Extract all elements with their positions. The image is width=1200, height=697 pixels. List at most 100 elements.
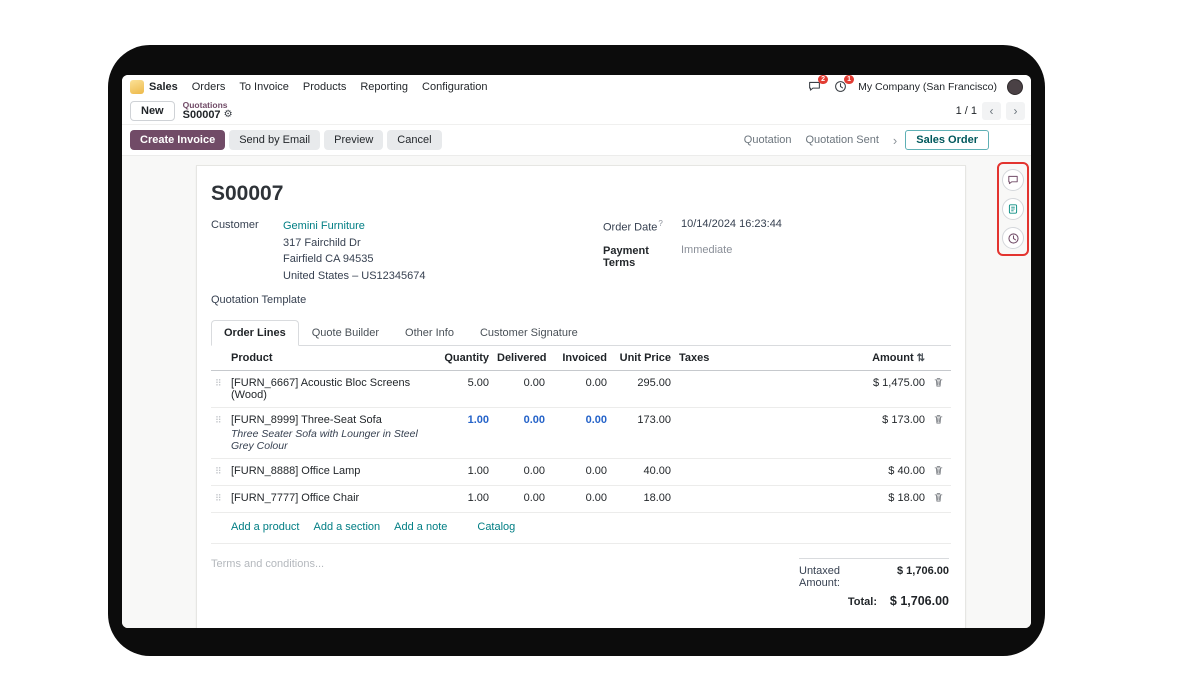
- tab-order-lines[interactable]: Order Lines: [211, 320, 299, 346]
- catalog-link[interactable]: Catalog: [477, 521, 516, 533]
- terms-and-conditions-input[interactable]: Terms and conditions...: [211, 558, 325, 570]
- order-line-row[interactable]: ⠿ [FURN_8888] Office Lamp 1.00 0.00 0.00…: [211, 458, 951, 486]
- taxes-cell[interactable]: [675, 370, 825, 408]
- amount-cell: $ 40.00: [825, 458, 929, 486]
- delivered-cell[interactable]: 0.00: [493, 458, 549, 486]
- order-line-row[interactable]: ⠿ [FURN_6667] Acoustic Bloc Screens (Woo…: [211, 370, 951, 408]
- notebook-tabs: Order Lines Quote Builder Other Info Cus…: [211, 320, 951, 346]
- tab-customer-signature[interactable]: Customer Signature: [479, 327, 578, 339]
- sheet-footer: Terms and conditions... Untaxed Amount: …: [211, 544, 951, 613]
- preview-button[interactable]: Preview: [324, 130, 384, 150]
- odoo-app-window: Sales Orders To Invoice Products Reporti…: [122, 75, 1031, 628]
- taxes-cell[interactable]: [675, 485, 825, 513]
- add-section-link[interactable]: Add a section: [313, 521, 381, 533]
- order-date-value[interactable]: 10/14/2024 16:23:44: [681, 218, 782, 230]
- quotation-template-label[interactable]: Quotation Template: [211, 294, 307, 306]
- invoiced-cell[interactable]: 0.00: [549, 485, 611, 513]
- unit-price-cell[interactable]: 40.00: [611, 458, 675, 486]
- log-note-button[interactable]: [1002, 198, 1024, 220]
- activities-button[interactable]: [1002, 227, 1024, 249]
- invoiced-cell[interactable]: 0.00: [549, 458, 611, 486]
- quantity-cell[interactable]: 5.00: [431, 370, 493, 408]
- order-line-row[interactable]: ⠿ [FURN_7777] Office Chair 1.00 0.00 0.0…: [211, 485, 951, 513]
- menu-reporting[interactable]: Reporting: [360, 80, 409, 93]
- status-sales-order[interactable]: Sales Order: [905, 130, 989, 150]
- optional-columns-icon[interactable]: ⇅: [916, 353, 925, 364]
- delete-line-icon[interactable]: [933, 377, 944, 388]
- create-invoice-button[interactable]: Create Invoice: [130, 130, 226, 150]
- product-cell[interactable]: [FURN_6667] Acoustic Bloc Screens (Wood): [227, 370, 431, 408]
- drag-handle-icon[interactable]: ⠿: [215, 415, 222, 425]
- record-pager: 1 / 1 ‹ ›: [956, 102, 1025, 120]
- content-area: S00007 Customer Gemini Furniture 317 Fai…: [122, 156, 1031, 628]
- clock-icon: [834, 81, 846, 92]
- order-line-row[interactable]: ⠿ [FURN_8999] Three-Seat Sofa Three Seat…: [211, 407, 951, 459]
- taxes-cell[interactable]: [675, 458, 825, 486]
- amount-cell: $ 173.00: [825, 407, 929, 459]
- menu-configuration[interactable]: Configuration: [422, 80, 488, 93]
- quantity-cell[interactable]: 1.00: [467, 414, 489, 426]
- activities-icon[interactable]: 1: [832, 75, 855, 95]
- status-pipeline: Quotation Quotation Sent › Sales Order: [744, 130, 1023, 150]
- quantity-cell[interactable]: 1.00: [431, 485, 493, 513]
- breadcrumb-bar: New Quotations S00007 ⚙ 1 / 1 ‹ ›: [122, 98, 1031, 125]
- unit-price-cell[interactable]: 18.00: [611, 485, 675, 513]
- cancel-button[interactable]: Cancel: [387, 130, 442, 150]
- delete-line-icon[interactable]: [933, 414, 944, 425]
- add-note-link[interactable]: Add a note: [394, 521, 448, 533]
- activities-badge: 1: [844, 75, 855, 84]
- invoiced-cell[interactable]: 0.00: [585, 414, 607, 426]
- unit-price-cell[interactable]: 295.00: [611, 370, 675, 408]
- delivered-cell[interactable]: 0.00: [523, 414, 545, 426]
- delivered-cell[interactable]: 0.00: [493, 485, 549, 513]
- delete-line-icon[interactable]: [933, 465, 944, 476]
- customer-address-line1: 317 Fairchild Dr: [283, 236, 361, 249]
- pager-count[interactable]: 1 / 1: [955, 105, 977, 117]
- drag-handle-icon[interactable]: ⠿: [215, 466, 222, 476]
- unit-price-cell[interactable]: 173.00: [611, 407, 675, 459]
- customer-link[interactable]: Gemini Furniture: [283, 220, 365, 232]
- sales-app-icon[interactable]: [130, 79, 144, 94]
- drag-handle-icon[interactable]: ⠿: [215, 493, 222, 503]
- payment-terms-value[interactable]: Immediate: [681, 243, 733, 256]
- topbar-right: 2 1 My Company (San Francisco): [806, 75, 1023, 95]
- add-product-link[interactable]: Add a product: [231, 521, 300, 533]
- invoiced-cell[interactable]: 0.00: [549, 370, 611, 408]
- drag-handle-icon[interactable]: ⠿: [215, 378, 222, 388]
- top-navbar: Sales Orders To Invoice Products Reporti…: [122, 75, 1031, 98]
- breadcrumb: Quotations S00007 ⚙: [182, 99, 233, 121]
- window-frame: Sales Orders To Invoice Products Reporti…: [108, 45, 1045, 656]
- new-button[interactable]: New: [130, 101, 175, 121]
- status-quotation-sent[interactable]: Quotation Sent: [805, 134, 879, 146]
- chat-bubble-icon: [808, 81, 820, 91]
- tab-other-info[interactable]: Other Info: [405, 327, 454, 339]
- breadcrumb-current: S00007: [182, 108, 221, 121]
- pager-next-icon[interactable]: ›: [1006, 102, 1025, 120]
- menu-orders[interactable]: Orders: [191, 80, 226, 93]
- status-quotation[interactable]: Quotation: [743, 134, 792, 146]
- company-switcher[interactable]: My Company (San Francisco): [858, 80, 997, 93]
- col-delivered: Delivered: [493, 346, 549, 371]
- delivered-cell[interactable]: 0.00: [493, 370, 549, 408]
- app-menu-sales[interactable]: Sales: [149, 80, 178, 93]
- delete-line-icon[interactable]: [933, 492, 944, 503]
- customer-address-line3: United States – US12345674: [283, 269, 426, 282]
- product-cell[interactable]: [FURN_8888] Office Lamp: [227, 458, 431, 486]
- menu-products[interactable]: Products: [302, 80, 347, 93]
- send-message-button[interactable]: [1002, 169, 1024, 191]
- taxes-cell[interactable]: [675, 407, 825, 459]
- send-by-email-button[interactable]: Send by Email: [229, 130, 321, 150]
- product-name: [FURN_8999] Three-Seat Sofa: [231, 414, 382, 426]
- customer-block: Gemini Furniture 317 Fairchild Dr Fairfi…: [283, 218, 426, 284]
- menu-to-invoice[interactable]: To Invoice: [239, 80, 289, 93]
- product-cell[interactable]: [FURN_8999] Three-Seat Sofa Three Seater…: [227, 407, 431, 459]
- messages-icon[interactable]: 2: [806, 75, 829, 95]
- user-avatar[interactable]: [1007, 78, 1023, 95]
- product-cell[interactable]: [FURN_7777] Office Chair: [227, 485, 431, 513]
- tab-quote-builder[interactable]: Quote Builder: [311, 327, 380, 339]
- quantity-cell[interactable]: 1.00: [431, 458, 493, 486]
- gear-icon[interactable]: ⚙: [223, 109, 233, 121]
- breadcrumb-quotations[interactable]: Quotations: [182, 99, 228, 110]
- pager-prev-icon[interactable]: ‹: [982, 102, 1001, 120]
